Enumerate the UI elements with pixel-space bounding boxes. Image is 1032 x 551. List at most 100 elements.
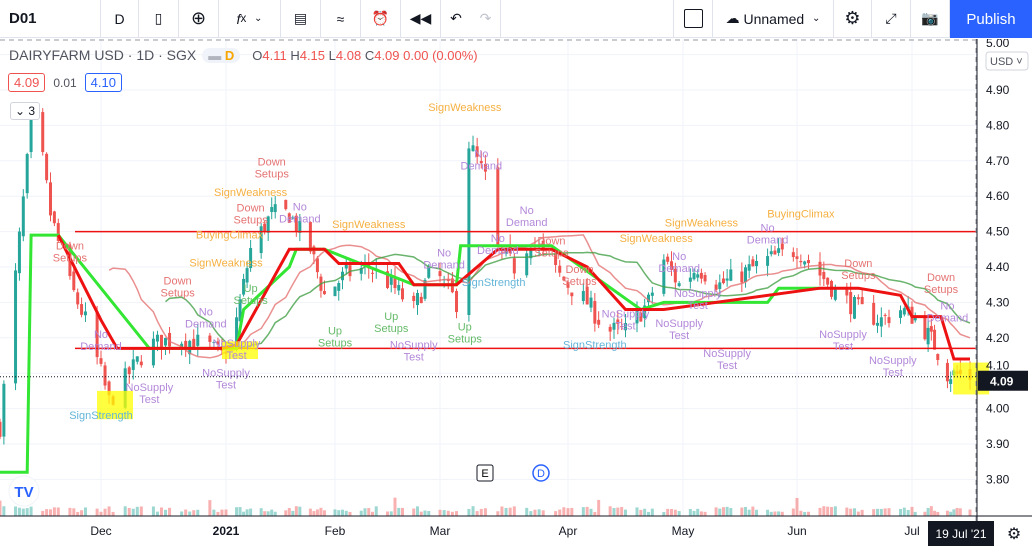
volume-bar (910, 506, 914, 516)
candle-body (270, 207, 274, 212)
volume-bar (212, 509, 216, 516)
volume-bar (703, 511, 707, 516)
volume-bar (322, 510, 326, 516)
ask-price[interactable]: 4.10 (84, 73, 122, 92)
alert-icon[interactable]: ⏰ (361, 0, 401, 38)
symbol-legend: DAIRYFARM USD · 1D · SGX ▬ D O4.11 H4.15… (9, 47, 478, 63)
indicators-toggle[interactable]: ⌄ 3 (10, 102, 41, 120)
signal-label-line: SignWeakness (189, 257, 263, 269)
price-tick-label: 4.80 (986, 118, 1010, 132)
volume-bar (876, 508, 879, 516)
volume-bar (184, 509, 188, 516)
volume-bar (570, 507, 574, 516)
price-tick-label: 4.60 (986, 189, 1010, 203)
candle-body (389, 275, 393, 285)
volume-bar (401, 507, 404, 516)
templates-icon[interactable]: ▤ (281, 0, 321, 38)
signal-label-line: Test (404, 351, 424, 363)
candle-body (291, 217, 295, 219)
layout-name-button[interactable]: ☁ Unnamed ⌄ (713, 0, 834, 38)
signal-label: NoSupply Test (674, 288, 722, 312)
camera-icon[interactable]: 📷 (911, 0, 950, 38)
candle-body (419, 296, 423, 304)
signal-label: NoSupply Test (390, 339, 438, 363)
signal-label: SignWeakness (214, 187, 288, 199)
volume-bar (151, 506, 155, 516)
signal-label-line: No (520, 205, 534, 217)
volume-bar (945, 510, 949, 516)
volume-bar (799, 510, 803, 516)
volume-bar (208, 500, 212, 516)
add-compare-icon[interactable]: ⊕ (179, 0, 219, 38)
price-tick-label: 3.80 (986, 472, 1010, 486)
fullscreen-icon[interactable]: ⤢ (872, 0, 911, 38)
redo-icon[interactable]: ↷ (471, 0, 501, 38)
signal-label-line: Down (258, 156, 286, 168)
chart-settings-icon[interactable]: ⚙ (1007, 526, 1021, 543)
volume-bar (849, 508, 853, 516)
currency-button[interactable]: USD ˅ (985, 51, 1029, 71)
signal-label-line: NoSupply (213, 338, 261, 350)
candle-body (496, 167, 500, 245)
candles-icon[interactable]: ▯ (139, 0, 179, 38)
candle-body (554, 253, 558, 265)
chart-pane[interactable]: E D TV Down Setups No Demand SignStrength NoSupp… (0, 36, 1032, 546)
signal-label-line: No (761, 223, 775, 235)
bid-price[interactable]: 4.09 (8, 73, 46, 92)
volume-bar (818, 507, 822, 516)
signal-label-line: Down (164, 276, 192, 288)
volume-bar (562, 507, 566, 516)
volume-bar (696, 508, 700, 516)
volume-bar (348, 511, 352, 516)
interval-button[interactable]: D (101, 0, 139, 38)
signal-label-line: Test (688, 300, 708, 312)
candle-body (833, 287, 837, 300)
volume-bar (344, 510, 348, 516)
candle-body (164, 337, 168, 346)
signal-label-line: Setups (924, 284, 959, 296)
dividend-marker (532, 464, 550, 482)
compare-chart-icon[interactable]: ≈ (321, 0, 361, 38)
publish-button[interactable]: Publish (950, 0, 1032, 38)
volume-bar (319, 507, 323, 516)
volume-bar (597, 499, 601, 516)
candle-body (747, 264, 751, 271)
volume-bar (139, 506, 143, 516)
chevron-down-icon[interactable]: ⌄ (254, 13, 263, 24)
candle-body (294, 215, 298, 233)
candle-body (692, 272, 696, 280)
candle-body (703, 275, 707, 282)
signal-label: BuyingClimax (767, 208, 835, 220)
signal-label: Down Setups (53, 240, 88, 264)
candle-body (608, 326, 612, 332)
candle-body (566, 282, 570, 288)
square-icon[interactable] (673, 0, 713, 38)
undo-icon[interactable]: ↶ (450, 10, 462, 26)
candle-body (791, 252, 795, 258)
signal-label: Down Setups (534, 236, 569, 260)
candle-body (245, 268, 249, 283)
signal-label-line: Test (717, 360, 737, 372)
replay-icon[interactable]: ◀◀ (401, 0, 441, 38)
signal-label-line: BuyingClimax (196, 230, 264, 242)
candle-body (263, 223, 267, 233)
signal-label-line: Setups (374, 323, 409, 335)
signal-label: Up Setups (233, 283, 268, 307)
signal-label-line: Test (216, 380, 236, 392)
volume-bar (677, 511, 681, 516)
volume-bar (367, 508, 371, 516)
symbol-search-button[interactable]: D01 (0, 0, 101, 38)
candle-body (184, 340, 188, 350)
volume-bar (164, 509, 168, 516)
indicator-count: 3 (28, 104, 36, 118)
volume-bar (95, 508, 99, 516)
volume-bar (593, 511, 597, 516)
gear-icon[interactable]: ⚙ (834, 0, 872, 38)
volume-bar (887, 508, 891, 516)
candle-body (933, 329, 937, 350)
cloud-icon: ☁ (725, 10, 740, 26)
volume-bar (188, 511, 192, 516)
price-tick-label: 4.50 (986, 225, 1010, 239)
